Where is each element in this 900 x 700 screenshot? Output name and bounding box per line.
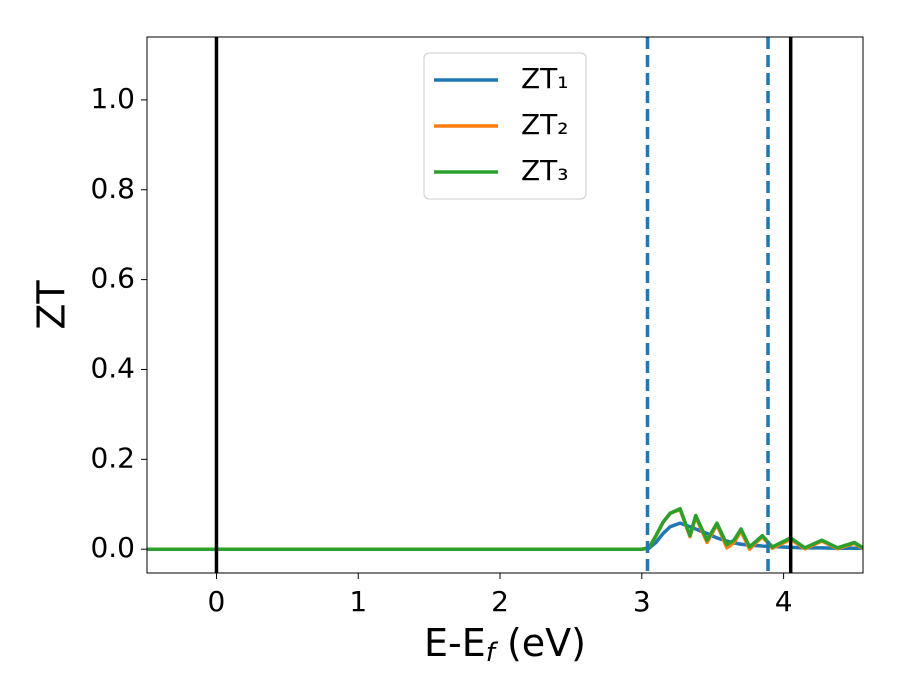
x-label-after: (eV) [495,621,586,665]
x-tick-label: 3 [633,585,651,618]
x-tick-label: 0 [208,585,226,618]
y-tick-label: 0.2 [90,441,135,474]
x-tick-label: 1 [349,585,367,618]
x-label-text: E-E [424,621,486,665]
legend-label: ZT₁ [521,62,569,95]
legend-box [423,52,587,200]
plot-frame [146,36,864,574]
y-axis-label: ZT [30,280,74,330]
y-tick-label: 0.6 [90,262,135,295]
legend: ZT₁ ZT₂ ZT₃ [423,52,587,200]
x-tick-label: 4 [775,585,793,618]
series-line [147,507,863,551]
y-tick-label: 0.4 [90,351,135,384]
y-tick-label: 0.0 [90,531,135,564]
legend-label: ZT₃ [521,154,569,187]
x-tick-label: 2 [491,585,509,618]
x-axis-label: E-Ef (eV) [424,621,586,668]
legend-label: ZT₂ [521,108,569,141]
plot-area [147,37,863,573]
y-tick-label: 1.0 [90,82,135,115]
y-tick-label: 0.8 [90,172,135,205]
